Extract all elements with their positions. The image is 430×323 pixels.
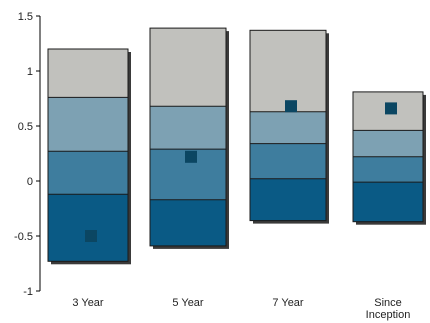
band-segment [48, 151, 128, 195]
y-tick-label: -0.5 [14, 231, 33, 243]
y-tick-label: 0 [27, 176, 33, 188]
value-marker [285, 100, 297, 113]
band-segment [250, 143, 326, 179]
band-segment [48, 49, 128, 98]
band-segment [250, 178, 326, 221]
band-outline [47, 48, 129, 262]
band-segment [150, 199, 226, 246]
band-segment [250, 30, 326, 112]
band-segment [353, 130, 423, 157]
value-marker [385, 102, 397, 115]
band-outline [352, 91, 424, 223]
value-marker [185, 150, 197, 163]
y-tick-label: 1 [27, 66, 33, 78]
y-axis: -1 -0.5 0 0.5 1 1.5 [14, 11, 41, 298]
band-outline [249, 29, 327, 222]
band-outline [149, 27, 227, 247]
x-tick-label: Since [374, 297, 402, 309]
y-tick-label: 1.5 [18, 11, 33, 23]
x-tick-label: 7 Year [272, 297, 304, 309]
x-tick-label: 5 Year [172, 297, 204, 309]
bands-layer [47, 27, 426, 265]
band-group [352, 91, 426, 225]
band-segment [150, 28, 226, 107]
markers-layer [85, 100, 397, 242]
band-segment [250, 111, 326, 144]
band-segment [353, 182, 423, 222]
y-tick-label: 0.5 [18, 121, 33, 133]
x-tick-label: Inception [366, 309, 411, 321]
band-segment [150, 106, 226, 150]
value-marker [85, 230, 97, 242]
band-group [47, 48, 131, 265]
band-segment [353, 156, 423, 183]
band-group [249, 29, 329, 224]
band-segment [48, 97, 128, 152]
x-tick-label: 3 Year [72, 297, 104, 309]
band-segment [48, 194, 128, 262]
band-group [149, 27, 229, 249]
y-tick-label: -1 [23, 286, 33, 298]
